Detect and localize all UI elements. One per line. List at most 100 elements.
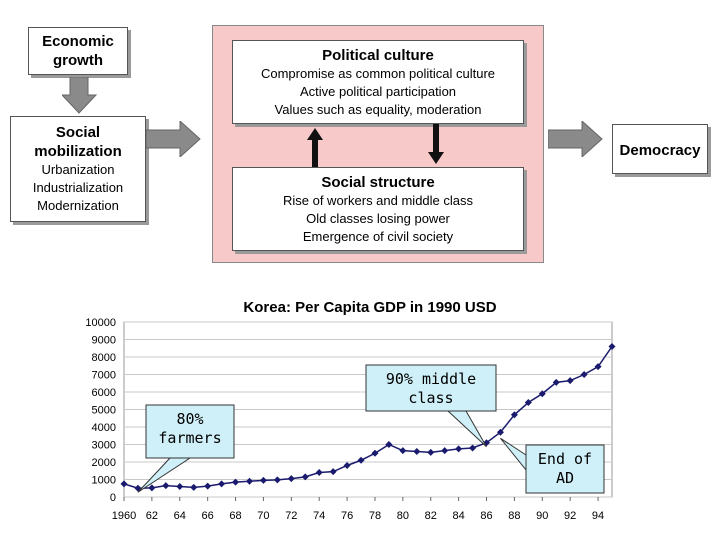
data-point <box>315 469 323 476</box>
y-tick-label: 2000 <box>92 457 116 469</box>
callout-text: AD <box>556 469 574 487</box>
callout-text: End of <box>538 450 592 468</box>
democracy-label: Democracy <box>619 142 701 159</box>
data-point <box>218 480 226 488</box>
data-point <box>357 456 365 464</box>
data-point <box>287 475 295 483</box>
economic-growth-label: Economic growth <box>42 33 114 69</box>
callout-box <box>145 404 235 459</box>
y-axis-ticks: 0 1000 2000 3000 4000 5000 6000 7000 8000 9000 100… <box>85 317 116 504</box>
x-tick-label: 90 <box>536 510 548 522</box>
x-tick-label: 68 <box>229 510 241 522</box>
y-tick-label: 3000 <box>92 440 116 452</box>
data-point <box>371 449 379 457</box>
x-tick-label: 84 <box>453 510 465 522</box>
data-point <box>552 378 560 386</box>
data-point <box>413 448 421 455</box>
x-tick-label: 74 <box>313 510 325 522</box>
political-culture-item: Active political participation <box>299 84 457 99</box>
social-mobilization-item: Industrialization <box>32 180 124 195</box>
x-tick-label: 64 <box>174 510 186 522</box>
y-tick-label: 10000 <box>85 317 116 329</box>
social-structure-item: Rise of workers and middle class <box>282 193 474 208</box>
data-point <box>469 444 477 452</box>
callout: 80%farmers <box>137 404 235 493</box>
data-point <box>496 428 504 436</box>
chart-title: Korea: Per Capita GDP in 1990 USD <box>243 299 496 316</box>
data-point <box>204 482 212 490</box>
x-tick-label: 76 <box>341 510 353 522</box>
economic-growth-box: Economic growth <box>28 27 128 75</box>
x-tick-label: 94 <box>592 510 604 522</box>
data-point <box>301 473 309 481</box>
social-structure-title: Social structure <box>321 174 435 191</box>
social-mobilization-item: Urbanization <box>41 162 115 177</box>
data-point <box>245 477 253 485</box>
data-point <box>385 441 393 448</box>
data-point <box>455 445 463 453</box>
down-arrow-icon <box>428 124 444 164</box>
x-tick-label: 92 <box>564 510 576 522</box>
y-tick-label: 0 <box>110 492 116 504</box>
data-point <box>148 484 156 492</box>
data-point <box>399 447 407 455</box>
x-tick-label: 66 <box>202 510 214 522</box>
y-tick-label: 9000 <box>92 335 116 347</box>
right-arrow-icon <box>146 121 201 157</box>
y-tick-label: 1000 <box>92 475 116 487</box>
x-tick-label: 80 <box>397 510 409 522</box>
data-point <box>594 363 602 371</box>
x-tick-label: 78 <box>369 510 381 522</box>
x-tick-label: 1960 <box>112 510 136 522</box>
data-point <box>608 343 616 350</box>
x-tick-label: 72 <box>285 510 297 522</box>
y-tick-label: 8000 <box>92 352 116 364</box>
data-point <box>427 448 435 456</box>
y-tick-label: 5000 <box>92 405 116 417</box>
political-culture-item: Values such as equality, moderation <box>274 102 482 117</box>
political-culture-box: Political culture Compromise as common p… <box>232 40 524 124</box>
data-point <box>259 476 267 484</box>
data-point <box>190 483 198 491</box>
gdp-chart: Korea: Per Capita GDP in 1990 USD 0 1000 2… <box>85 299 616 522</box>
political-culture-item: Compromise as common political culture <box>260 66 496 81</box>
x-tick-label: 86 <box>480 510 492 522</box>
x-axis-ticks: 1960 62 64 66 68 70 72 74 76 78 80 82 84 86 88 90 92 94 <box>112 497 604 522</box>
x-tick-label: 70 <box>257 510 269 522</box>
data-point <box>441 447 449 455</box>
up-arrow-icon <box>307 128 323 168</box>
y-tick-label: 6000 <box>92 387 116 399</box>
data-point <box>566 377 574 385</box>
x-tick-label: 62 <box>146 510 158 522</box>
social-mobilization-item: Modernization <box>37 198 119 213</box>
social-mobilization-box: Social mobilization Urbanization Industr… <box>10 116 146 222</box>
data-point <box>538 390 546 398</box>
down-arrow-icon <box>62 77 98 114</box>
social-structure-item: Emergence of civil society <box>302 229 454 244</box>
gdp-series <box>120 343 616 492</box>
data-point <box>232 478 240 486</box>
political-culture-title: Political culture <box>322 47 434 64</box>
callout-box <box>365 364 497 412</box>
x-tick-label: 88 <box>508 510 520 522</box>
callout-text: farmers <box>158 429 221 447</box>
social-structure-box: Social structure Rise of workers and mid… <box>232 167 524 251</box>
social-mobilization-title: Social mobilization <box>34 124 122 160</box>
y-tick-label: 4000 <box>92 422 116 434</box>
y-tick-label: 7000 <box>92 370 116 382</box>
callout-text: class <box>408 389 453 407</box>
data-point <box>176 483 184 490</box>
data-point <box>580 371 588 378</box>
data-point <box>273 476 281 484</box>
democracy-box: Democracy <box>612 124 708 174</box>
callout-text: 80% <box>176 410 203 428</box>
callout-text: 90% middle <box>386 370 476 388</box>
x-tick-label: 82 <box>425 510 437 522</box>
data-point <box>329 468 337 476</box>
right-arrow-icon <box>548 121 603 157</box>
data-point <box>510 411 518 419</box>
data-point <box>343 462 351 469</box>
